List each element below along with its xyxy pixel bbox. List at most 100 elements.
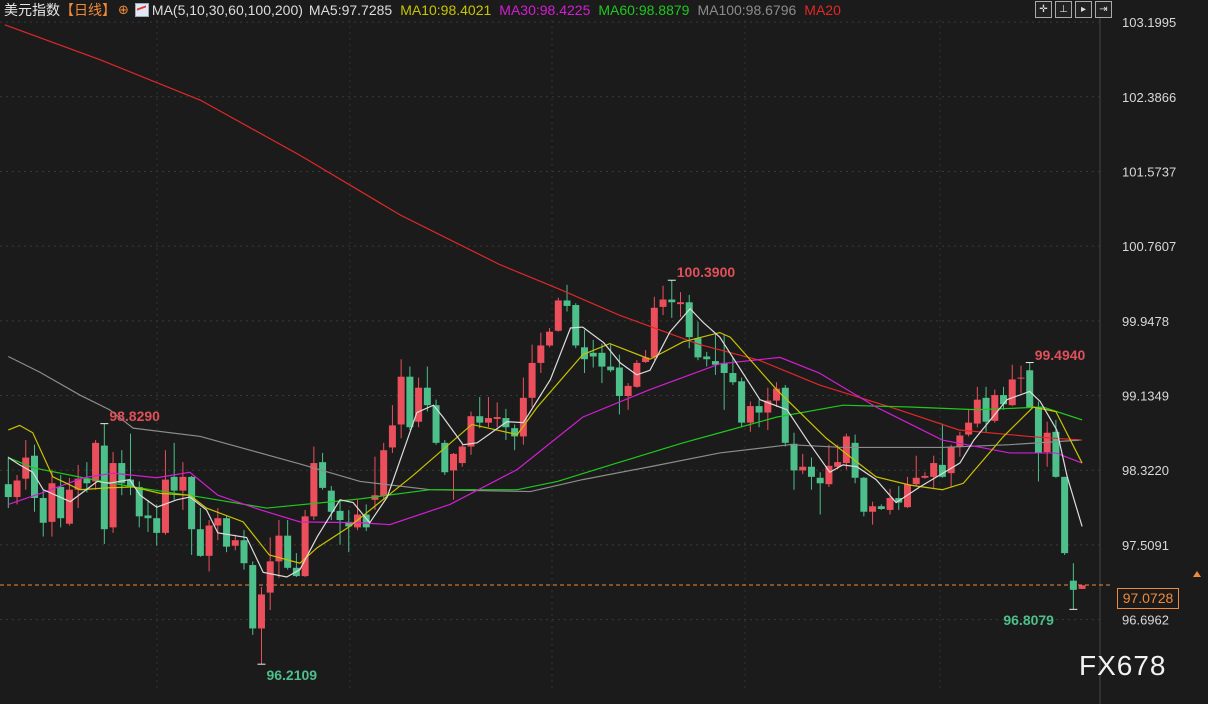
- candle-body: [563, 300, 571, 306]
- candle-body: [546, 331, 554, 346]
- candle-body: [266, 561, 274, 593]
- candle-body: [257, 594, 265, 629]
- candle-body: [807, 466, 815, 477]
- candle-body: [484, 418, 492, 423]
- candle-body: [327, 490, 335, 512]
- ma-value-label: MA5:97.7285: [308, 2, 393, 18]
- candle-body: [153, 518, 161, 533]
- candle-body: [598, 352, 606, 367]
- circle-plus-icon[interactable]: ⊕: [118, 2, 129, 17]
- crosshair-icon[interactable]: ✛: [1035, 1, 1052, 18]
- candle-body: [240, 540, 248, 564]
- candle-body: [441, 442, 449, 473]
- candle-body: [650, 307, 658, 358]
- candle-body: [30, 455, 38, 498]
- candle-body: [860, 477, 868, 512]
- candle-body: [703, 356, 711, 360]
- candle-body: [109, 463, 117, 528]
- ma-params[interactable]: MA(5,10,30,60,100,200): [151, 2, 303, 18]
- candle-body: [607, 366, 615, 371]
- candle-body: [572, 305, 580, 346]
- candle-body: [188, 476, 196, 530]
- candle-body: [921, 475, 929, 478]
- chart-header: 美元指数 【日线】 ⊕ MA(5,10,30,60,100,200) MA5:9…: [0, 0, 1208, 20]
- candle-body: [738, 381, 746, 423]
- candle-body: [476, 416, 484, 423]
- candle-body: [912, 477, 920, 485]
- candle-body: [973, 399, 981, 424]
- candle-body: [275, 535, 283, 562]
- candle-body: [755, 406, 763, 413]
- candle-body: [284, 535, 292, 568]
- candle-body: [947, 446, 955, 474]
- instrument-title: 美元指数: [4, 2, 60, 18]
- candle-body: [764, 400, 772, 413]
- candle-body: [729, 373, 737, 383]
- candle-body: [83, 478, 91, 484]
- candle-body: [380, 450, 388, 497]
- candle-body: [869, 506, 877, 512]
- candle-body: [223, 518, 231, 547]
- candle-body: [74, 478, 82, 490]
- candle-body: [519, 397, 527, 437]
- candle-body: [319, 462, 327, 488]
- candle-body: [746, 406, 754, 423]
- candle-body: [1026, 370, 1034, 408]
- candle-body: [537, 345, 545, 363]
- candle-body: [624, 385, 632, 396]
- candle-body: [231, 540, 239, 546]
- candle-body: [580, 347, 588, 360]
- candle-body: [685, 302, 693, 338]
- ma-values: MA5:97.7285 MA10:98.4021 MA30:98.4225 MA60:…: [309, 2, 849, 18]
- candle-body: [4, 484, 12, 498]
- candle-body: [668, 299, 676, 303]
- candle-body: [362, 514, 370, 528]
- candle-body: [92, 442, 100, 482]
- ma-value-label: MA10:98.4021: [400, 2, 492, 18]
- period-selector[interactable]: 【日线】: [60, 2, 116, 18]
- extreme-price-label: 96.8079: [1003, 612, 1054, 629]
- candle-body: [310, 463, 318, 517]
- candle-body: [415, 387, 423, 422]
- candle-body: [432, 405, 440, 443]
- candle-body: [816, 477, 824, 484]
- candle-body: [1017, 377, 1025, 379]
- candle-body: [170, 476, 178, 491]
- candle-body: [301, 516, 309, 577]
- candle-body: [161, 479, 169, 533]
- ma-value-label: MA20: [804, 2, 841, 18]
- candle-body: [144, 515, 152, 519]
- candle-body: [406, 376, 414, 428]
- candle-body: [773, 388, 781, 401]
- candle-body: [965, 422, 973, 435]
- candle-body: [493, 417, 501, 419]
- candle-body: [877, 506, 885, 510]
- ma-line-ma60: [8, 404, 1083, 509]
- candle-body: [991, 395, 999, 421]
- watermark-logo: FX678: [1079, 650, 1167, 681]
- y-tick-label: 97.5091: [1122, 538, 1169, 553]
- candle-body: [642, 357, 650, 362]
- candle-body: [39, 497, 47, 523]
- candle-body: [799, 466, 807, 471]
- candle-body: [694, 338, 702, 358]
- candle-body: [938, 464, 946, 477]
- zoom-in-icon[interactable]: ⊥: [1055, 1, 1072, 18]
- candle-body: [720, 362, 728, 374]
- ma-chart-icon[interactable]: [134, 3, 149, 17]
- candle-body: [677, 302, 685, 305]
- candle-body: [956, 435, 964, 447]
- scroll-right-icon[interactable]: ⇥: [1095, 1, 1112, 18]
- y-tick-label: 100.7607: [1122, 239, 1176, 254]
- candle-body: [345, 521, 353, 527]
- ma-value-label: MA30:98.4225: [499, 2, 591, 18]
- zoom-out-icon[interactable]: ▸: [1075, 1, 1092, 18]
- candle-body: [214, 518, 222, 526]
- candle-body: [100, 445, 108, 530]
- candle-body: [790, 443, 798, 471]
- candle-body: [825, 465, 833, 485]
- candle-body: [65, 489, 73, 524]
- ma-line-ma200: [4, 24, 1083, 441]
- candle-body: [1069, 580, 1077, 590]
